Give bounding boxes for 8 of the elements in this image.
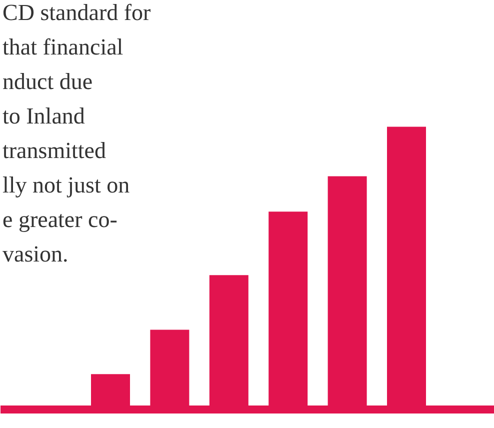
- annotation: e greater co-: [2, 207, 118, 232]
- text: that financial: [2, 34, 124, 60]
- text: nduct due: [2, 69, 93, 94]
- annotation: transmitted: [2, 138, 106, 163]
- text: vasion.: [2, 242, 68, 266]
- text: CD standard for: [2, 0, 152, 25]
- annotation: to Inland: [2, 104, 86, 128]
- annotation: lly not just on: [2, 172, 130, 198]
